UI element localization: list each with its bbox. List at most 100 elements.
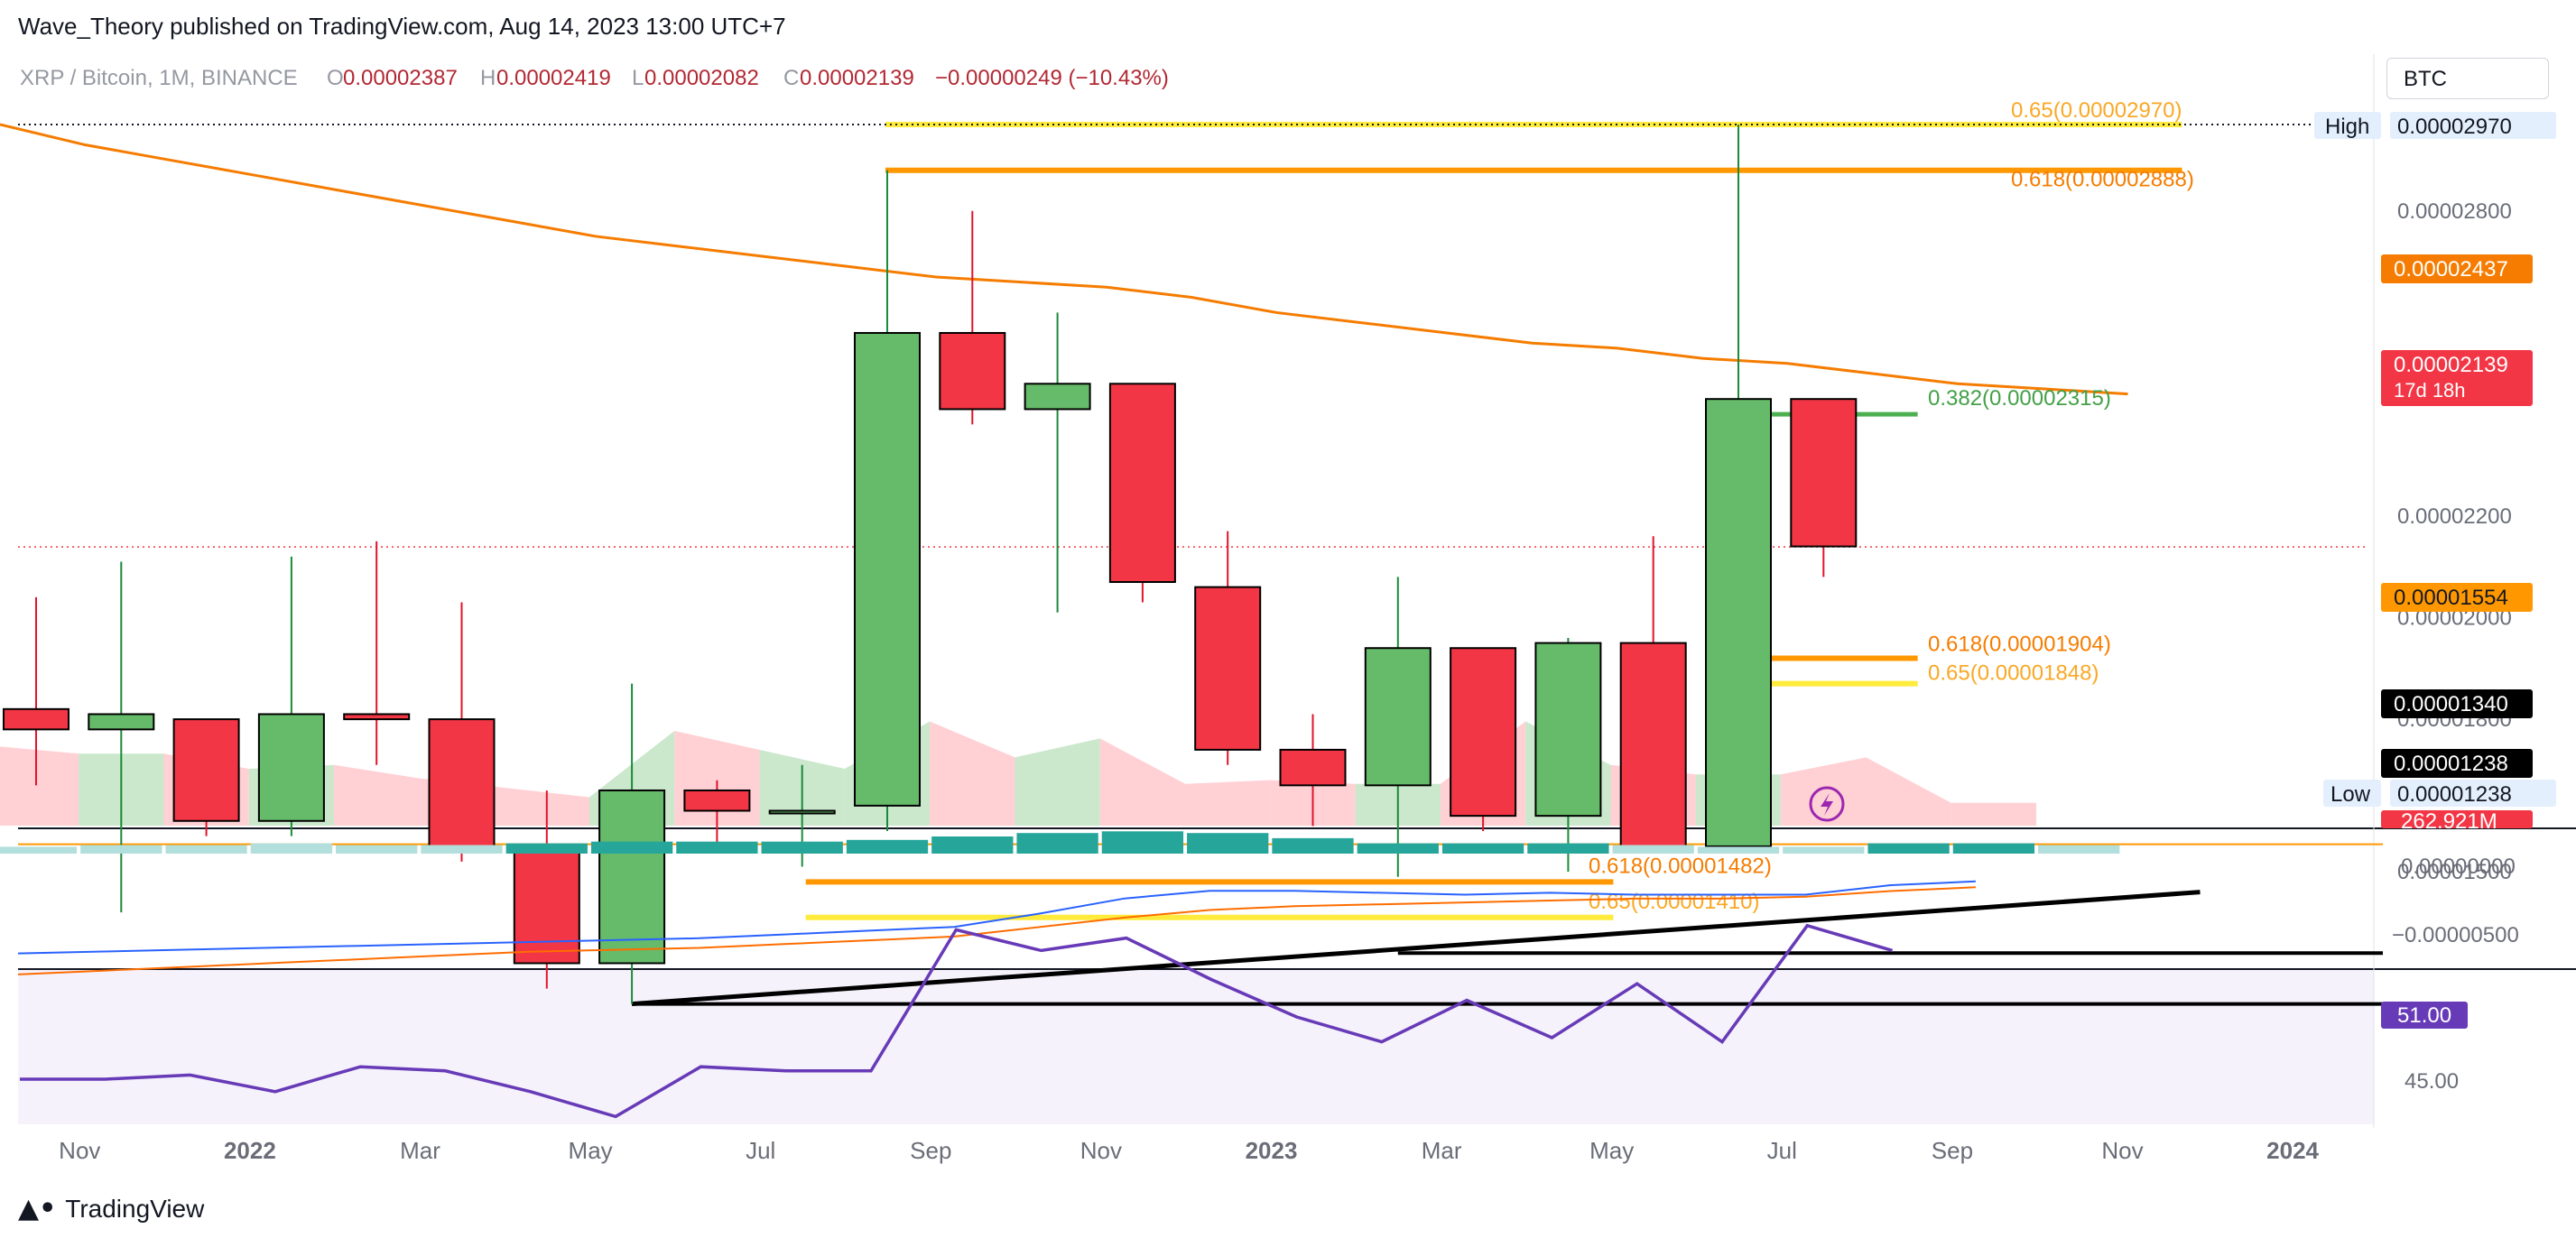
candle-body bbox=[768, 809, 836, 815]
candle-body bbox=[1450, 647, 1517, 818]
macd-histogram-bar bbox=[80, 845, 162, 854]
low-badge-value-bg bbox=[2390, 780, 2556, 807]
legend-o-value: 0.00002387 bbox=[343, 66, 458, 90]
x-tick-label: Nov bbox=[1080, 1137, 1122, 1164]
candle-body bbox=[1024, 383, 1091, 411]
volume-segment bbox=[1951, 802, 2037, 826]
macd-histogram-bar bbox=[1187, 833, 1269, 854]
x-tick-label: 2024 bbox=[2266, 1137, 2319, 1164]
ema-line bbox=[0, 123, 2128, 396]
macd-pane: 0.00000000 −0.00000500 bbox=[0, 831, 2519, 975]
rsi-pane: 45.00 51.00 bbox=[20, 923, 2468, 1119]
macd-histogram-bar bbox=[421, 845, 503, 854]
macd-histogram-bar bbox=[1016, 833, 1098, 854]
macd-histogram-bar bbox=[1867, 843, 1950, 854]
currency-selector[interactable]: BTC bbox=[2386, 58, 2549, 99]
volume-segment bbox=[0, 746, 79, 826]
macd-line bbox=[17, 880, 1976, 955]
volume-badge bbox=[2381, 810, 2533, 828]
candle-body bbox=[513, 845, 580, 965]
tradingview-logo[interactable]: ▲• TradingView bbox=[18, 1193, 204, 1224]
level-1554-badge bbox=[2381, 583, 2533, 612]
x-tick-label: May bbox=[569, 1137, 613, 1164]
x-tick-label: 2023 bbox=[1246, 1137, 1298, 1164]
legend-h-label: H bbox=[480, 66, 496, 90]
candle-body bbox=[1279, 748, 1347, 787]
x-tick-label: Mar bbox=[400, 1137, 440, 1164]
volume-segment bbox=[1781, 757, 1867, 826]
fib-levels: 0.65(0.00002970) 0.618(0.00002888) 0.382(0… bbox=[805, 98, 2194, 920]
legend-c-value: 0.00002139 bbox=[800, 66, 914, 90]
x-tick-label: Sep bbox=[910, 1137, 951, 1164]
macd-histogram-bar bbox=[590, 841, 673, 854]
fib-level-label: 0.618(0.00001904) bbox=[1928, 633, 2111, 657]
legend-o-label: O bbox=[327, 66, 344, 90]
rsi-current-label: 51.00 bbox=[2397, 1003, 2451, 1028]
macd-histogram-bar bbox=[1101, 831, 1184, 854]
rsi-tick-label: 45.00 bbox=[2405, 1069, 2459, 1094]
volume-segment bbox=[1185, 780, 1271, 826]
macd-histogram-bar bbox=[1952, 843, 2035, 854]
candle-body bbox=[1619, 642, 1687, 847]
chart-legend: XRP / Bitcoin, 1M, BINANCE O 0.00002387 … bbox=[20, 66, 1169, 90]
candle-body bbox=[343, 713, 411, 721]
level-1554-label: 0.00001554 bbox=[2394, 586, 2508, 610]
candle-body bbox=[1534, 642, 1602, 818]
tradingview-logo-icon: ▲• bbox=[18, 1193, 57, 1224]
high-badge-label-bg bbox=[2314, 112, 2381, 139]
x-tick-label: May bbox=[1589, 1137, 1634, 1164]
candlesticks bbox=[3, 125, 1858, 1004]
legend-h-value: 0.00002419 bbox=[496, 66, 611, 90]
high-badge-value: 0.00002970 bbox=[2397, 115, 2512, 139]
candle-body bbox=[598, 789, 666, 965]
volume-segment bbox=[1099, 738, 1186, 826]
rsi-band bbox=[18, 969, 2374, 1124]
level-1340-label: 0.00001340 bbox=[2394, 692, 2508, 716]
macd-histogram-bar bbox=[0, 846, 78, 854]
ema-value-badge bbox=[2381, 254, 2533, 283]
level-1340-badge bbox=[2381, 689, 2533, 718]
candle-body bbox=[172, 718, 240, 822]
macd-histogram-bar bbox=[2038, 845, 2120, 854]
lightning-icon[interactable] bbox=[1809, 786, 1845, 822]
candle-body bbox=[3, 707, 69, 731]
fib-level-label: 0.382(0.00002315) bbox=[1928, 386, 2111, 411]
low-badge-label: Low bbox=[2330, 782, 2371, 807]
fib-level-label: 0.618(0.00001482) bbox=[1589, 854, 1772, 878]
y-tick-label: 0.00002200 bbox=[2397, 504, 2512, 529]
fib-level-label: 0.65(0.00001410) bbox=[1589, 890, 1760, 914]
macd-histogram-bar bbox=[1441, 843, 1524, 854]
macd-histogram-bar bbox=[1612, 845, 1694, 854]
candle-body bbox=[1705, 398, 1772, 847]
x-tick-label: Jul bbox=[746, 1137, 775, 1164]
volume-segment bbox=[1866, 757, 1951, 826]
candle-body bbox=[939, 331, 1006, 411]
macd-histogram-bar bbox=[1697, 846, 1780, 854]
ema-value-label: 0.00002437 bbox=[2394, 257, 2508, 282]
macd-histogram-bar bbox=[676, 841, 758, 854]
legend-change: −0.00000249 (−10.43%) bbox=[935, 66, 1169, 90]
macd-histogram-bar bbox=[336, 845, 418, 854]
macd-histogram-bar bbox=[846, 839, 929, 854]
x-tick-label: Sep bbox=[1932, 1137, 1973, 1164]
x-axis: Nov 2022 Mar May Jul Sep Nov 2023 Mar May Jul Sep No… bbox=[59, 1137, 2319, 1164]
macd-histogram-bar bbox=[1357, 843, 1439, 854]
volume-label: 262.921M bbox=[2401, 809, 2497, 834]
macd-tick-label: −0.00000500 bbox=[2392, 923, 2519, 947]
macd-histogram-bar bbox=[1527, 843, 1609, 854]
rsi-current-badge bbox=[2381, 1002, 2468, 1029]
macd-tick-label: 0.00000000 bbox=[2401, 855, 2516, 879]
candle-body bbox=[1194, 586, 1262, 751]
low-badge-label-bg bbox=[2323, 780, 2381, 807]
candle-body bbox=[1108, 383, 1176, 583]
legend-symbol: XRP / Bitcoin, 1M, BINANCE bbox=[20, 66, 298, 90]
legend-l-label: L bbox=[632, 66, 644, 90]
last-price-badge bbox=[2381, 350, 2533, 406]
high-badge-value-bg bbox=[2390, 112, 2556, 139]
low-badge-value: 0.00001238 bbox=[2397, 782, 2512, 807]
fib-level-label: 0.65(0.00002970) bbox=[2011, 98, 2182, 123]
legend-c-label: C bbox=[783, 66, 799, 90]
x-tick-label: Nov bbox=[2101, 1137, 2143, 1164]
